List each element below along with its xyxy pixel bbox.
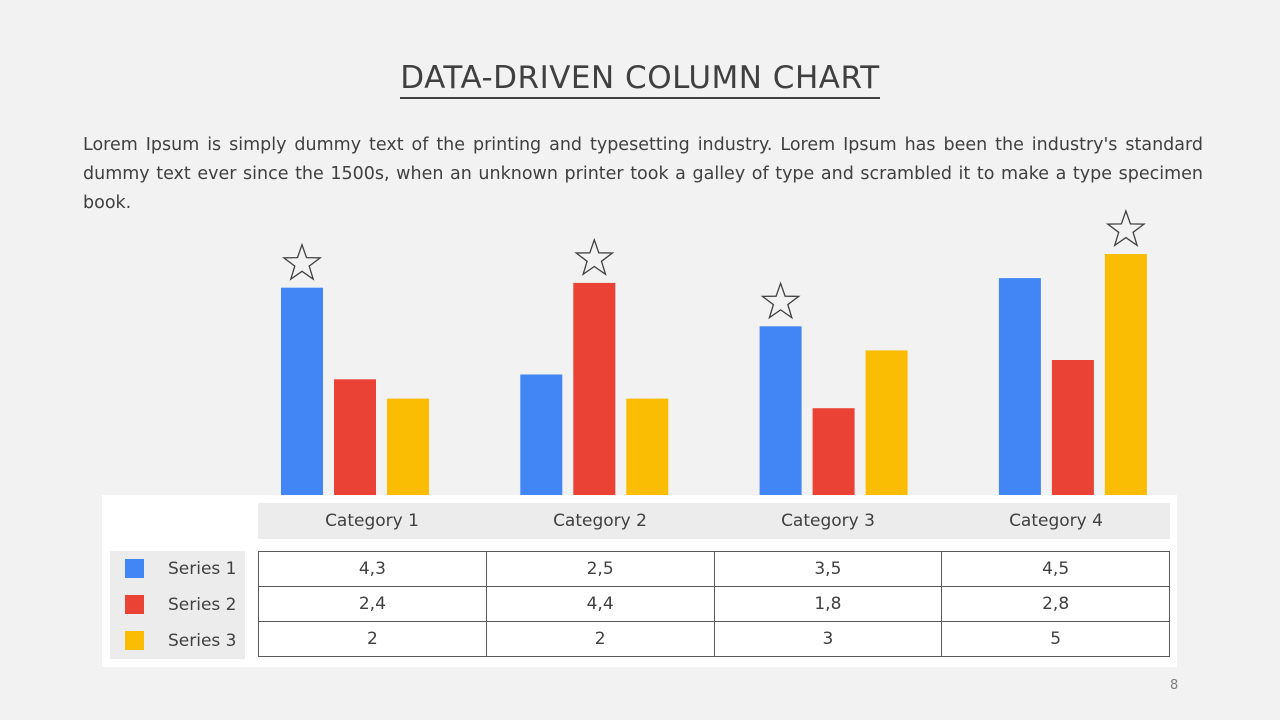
bar-category-4-series-3 [1104,254,1147,495]
legend-item-series-1: Series 1 [110,551,245,587]
star-icon [282,242,322,281]
legend-swatch-series-2 [125,595,144,614]
table-row: 2 2 3 5 [258,621,1170,657]
bar-category-1-series-2 [334,379,376,495]
bar-category-2-series-1 [520,374,563,495]
category-header-2: Category 2 [553,511,647,531]
table-cell: 5 [941,621,1170,657]
legend: Series 1 Series 2 Series 3 [110,551,245,659]
bar-category-2-series-2 [573,282,616,495]
table-cell: 4,3 [258,551,487,587]
table-cell: 2,8 [941,586,1170,622]
bar-category-3-series-1 [759,326,802,495]
table-cell: 2 [258,621,487,657]
legend-item-series-2: Series 2 [110,587,245,623]
bar-category-1-series-1 [281,287,323,495]
star-icon [760,281,801,320]
star-icon [574,237,615,276]
legend-swatch-series-3 [125,631,144,650]
category-header-3: Category 3 [781,511,875,531]
page-number: 8 [1170,678,1179,693]
category-header-row: Category 1 Category 2 Category 3 Categor… [258,503,1170,539]
table-cell: 2,4 [258,586,487,622]
table-cell: 3 [713,621,943,657]
category-header-4: Category 4 [1009,511,1103,531]
bar-category-1-series-3 [387,398,429,495]
legend-swatch-series-1 [125,559,144,578]
table-cell: 2 [485,621,715,657]
table-cell: 2,5 [485,551,715,587]
legend-label-series-1: Series 1 [168,559,237,579]
slide-title-text: DATA-DRIVEN COLUMN CHART [400,60,880,99]
table-row: 4,3 2,5 3,5 4,5 [258,551,1170,587]
bar-category-3-series-3 [865,350,908,495]
bar-category-3-series-2 [812,408,855,495]
data-table: 4,3 2,5 3,5 4,5 2,4 4,4 1,8 2,8 2 2 3 5 [258,551,1170,657]
legend-item-series-3: Series 3 [110,623,245,659]
table-cell: 1,8 [713,586,943,622]
legend-label-series-2: Series 2 [168,595,237,615]
slide-title: DATA-DRIVEN COLUMN CHART [0,60,1280,99]
table-cell: 4,4 [485,586,715,622]
category-header-1: Category 1 [325,511,419,531]
bar-category-4-series-2 [1051,360,1094,495]
column-chart [281,209,1147,495]
legend-label-series-3: Series 3 [168,631,237,651]
bar-category-2-series-3 [626,398,669,495]
table-cell: 4,5 [941,551,1170,587]
table-cell: 3,5 [713,551,943,587]
bar-category-4-series-1 [998,278,1041,495]
slide-description: Lorem Ipsum is simply dummy text of the … [83,135,1203,213]
table-row: 2,4 4,4 1,8 2,8 [258,586,1170,622]
star-icon [1105,209,1146,248]
